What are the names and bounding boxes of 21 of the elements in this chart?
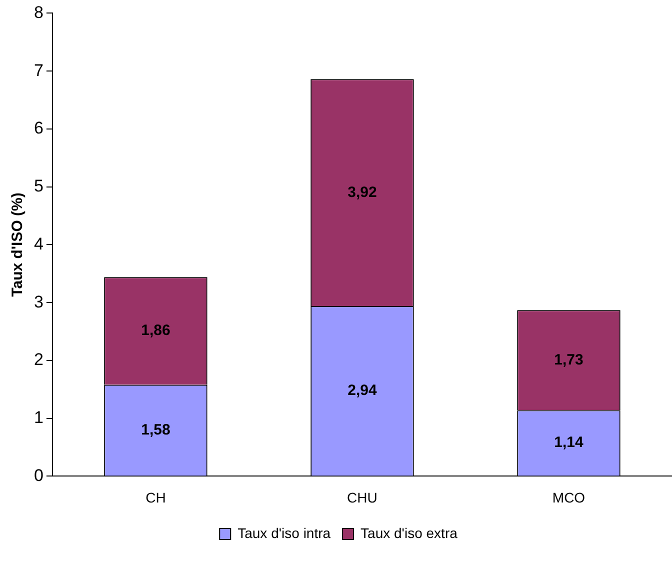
data-label: 1,14 — [554, 434, 584, 452]
y-tick-label: 7 — [34, 60, 44, 80]
legend-label: Taux d'iso intra — [238, 524, 331, 541]
y-tick-label: 3 — [34, 292, 44, 312]
y-tick-label: 1 — [34, 408, 44, 428]
data-label: 1,86 — [141, 322, 170, 340]
data-label: 1,58 — [141, 421, 170, 438]
y-tick-label: 2 — [34, 350, 44, 370]
y-axis-title: Taux d'ISO (%) — [9, 192, 26, 297]
y-tick-label: 5 — [34, 176, 44, 196]
y-tick-label: 6 — [34, 118, 44, 138]
data-label: 2,94 — [348, 382, 378, 400]
x-tick-label: CHU — [347, 489, 378, 506]
y-tick-label: 4 — [34, 234, 44, 254]
legend-label: Taux d'iso extra — [360, 524, 458, 541]
x-tick-label: CH — [146, 489, 166, 506]
data-label: 1,73 — [554, 351, 584, 368]
data-label: 3,92 — [348, 184, 377, 201]
y-tick-label: 0 — [34, 466, 44, 485]
x-tick-label: MCO — [552, 489, 586, 506]
y-tick-label: 8 — [34, 2, 44, 22]
